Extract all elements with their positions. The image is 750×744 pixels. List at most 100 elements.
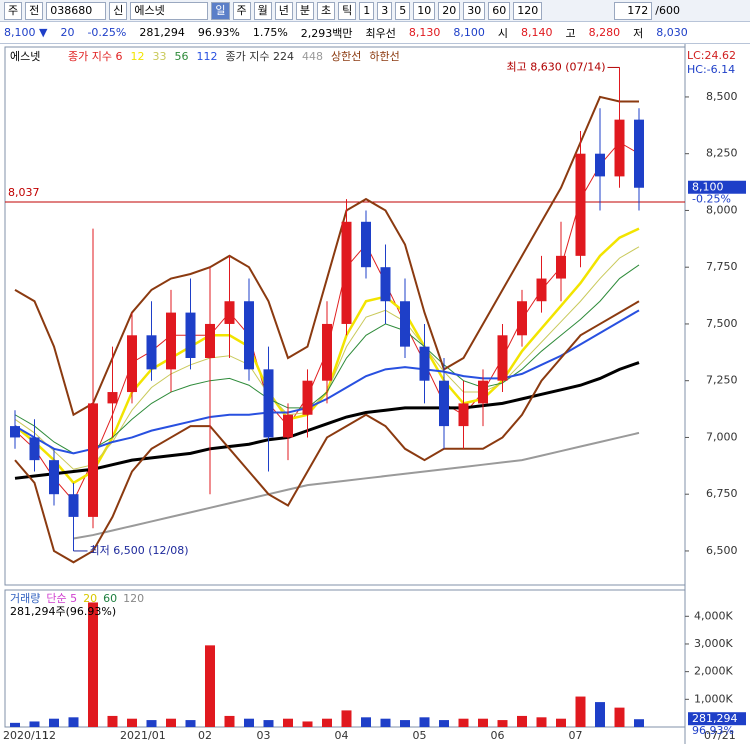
y-tick-label: 6,750 [706, 487, 738, 500]
y-tick-label: 6,500 [706, 544, 738, 557]
toolbar-button[interactable]: 전 [25, 1, 44, 20]
candle-body [263, 369, 274, 438]
toolbar-button[interactable]: 월 [253, 1, 272, 20]
volume-bar [634, 719, 644, 727]
toolbar-button[interactable]: 20 [438, 1, 461, 20]
annotation: 최저 6,500 (12/08) [90, 544, 189, 557]
toolbar-button[interactable]: 5 [395, 1, 411, 20]
ma-line [14, 300, 640, 564]
candle-body [166, 312, 176, 370]
legend-entry: 종가 지수 224 [225, 50, 293, 63]
x-tick-label: 07 [569, 729, 583, 742]
price-tag-change: -0.25% [692, 193, 731, 206]
candle-body [439, 380, 449, 427]
legend-entry: 33 [152, 50, 166, 63]
quote-low: 8,030 [656, 26, 688, 39]
quote-change-pct: -0.25% [87, 26, 127, 39]
candle-body [556, 255, 566, 279]
toolbar-button[interactable]: 30 [463, 1, 486, 20]
volume-bar [185, 720, 196, 727]
y-tick-label: 8,500 [706, 90, 738, 103]
quote-change: 20 [60, 26, 75, 39]
toolbar: 주 전 038680 신 에스넷 일 주 월 년 분 초 틱 1 3 5 10 20 30 60 120 172/600 [0, 0, 750, 22]
toolbar-button[interactable]: 년 [274, 1, 293, 20]
toolbar-button[interactable]: 신 [109, 1, 128, 20]
candle-body [127, 335, 137, 393]
y-tick-label: 8,000 [706, 203, 738, 216]
toolbar-button[interactable]: 10 [413, 1, 436, 20]
quote-turnover: 1.75% [252, 26, 288, 39]
chart: 6,500 6,750 7,000 7,250 7,500 7,750 8,000 8,250… [3, 44, 746, 744]
legend-entry: 56 [174, 50, 188, 63]
volume-bar [595, 702, 605, 727]
x-end-label: 07/21 [704, 729, 736, 742]
hc-label: HC:-6.14 [687, 63, 735, 76]
quote-price: 8,100 ▼ [4, 26, 48, 39]
volume-bar [361, 717, 371, 727]
volume-bar [283, 718, 293, 727]
quote-low-label: 저 [633, 26, 644, 40]
candle-body [419, 346, 430, 381]
toolbar-button[interactable]: 1 [359, 1, 375, 20]
y-tick-label: 4,000K [694, 609, 733, 622]
y-tick-label: 7,250 [706, 374, 738, 387]
count-max[interactable]: /600 [655, 4, 680, 17]
y-tick-label: 8,250 [706, 147, 738, 160]
quote-volume: 281,294 [139, 26, 185, 39]
x-tick-label: 03 [257, 729, 271, 742]
toolbar-button[interactable]: 3 [377, 1, 393, 20]
toolbar-button[interactable]: 분 [295, 1, 314, 20]
volume-bar [536, 717, 547, 727]
volume-tag-ratio: 96.93% [692, 724, 734, 737]
volume-bar [341, 710, 352, 727]
candle-body [88, 403, 98, 517]
volume-panel [4, 589, 686, 728]
toolbar-button[interactable]: 120 [513, 1, 543, 20]
annotation: 최고 8,630 (07/14) [506, 60, 605, 73]
toolbar-button[interactable]: 일 [211, 1, 230, 20]
y-tick-label: 7,750 [706, 260, 738, 273]
toolbar-button[interactable]: 초 [317, 1, 336, 20]
candle-body [205, 323, 215, 358]
toolbar-button[interactable]: 틱 [338, 1, 357, 20]
count[interactable]: 172 [614, 1, 653, 20]
toolbar-button[interactable]: 주 [232, 1, 251, 20]
volume-bar [497, 720, 508, 727]
candle-body [341, 221, 352, 324]
stock-name: 에스넷 [10, 50, 40, 63]
x-tick-label: 05 [413, 729, 427, 742]
volume-bar [302, 721, 313, 727]
volume-tag [688, 712, 746, 726]
quote-open-label: 시 [497, 26, 509, 40]
volume-bar [49, 718, 59, 727]
price-tag-label: 8,100 [692, 181, 724, 194]
legend-entry: 448 [302, 50, 323, 63]
toolbar-button[interactable]: 에스넷 [130, 1, 209, 20]
ma-line [14, 95, 639, 417]
toolbar-button[interactable]: 주 [4, 1, 23, 20]
candle-body [595, 153, 605, 177]
quote-high: 8,280 [588, 26, 621, 39]
candle-body [536, 278, 547, 302]
candle-body [634, 119, 644, 188]
candle-body [497, 335, 508, 381]
toolbar-button[interactable]: 038680 [46, 1, 107, 20]
candle-body [49, 460, 59, 495]
legend-entry: 하한선 [369, 49, 399, 63]
volume-bar [400, 720, 410, 727]
candle-body [575, 153, 586, 256]
volume-legend: 20 [83, 592, 97, 605]
x-tick-label: 02 [198, 729, 212, 742]
lc-label: LC:24.62 [687, 49, 736, 62]
candle-body [478, 380, 488, 404]
toolbar-button[interactable]: 60 [488, 1, 511, 20]
candle-body [244, 301, 254, 370]
quote-open: 8,140 [521, 26, 553, 39]
y-tick-label: 2,000K [694, 665, 733, 678]
candle-body [29, 437, 40, 461]
candle-body [146, 335, 157, 370]
volume-bar [517, 715, 527, 727]
volume-bar [478, 718, 488, 727]
candle-body [107, 392, 118, 404]
volume-bar [224, 715, 235, 727]
